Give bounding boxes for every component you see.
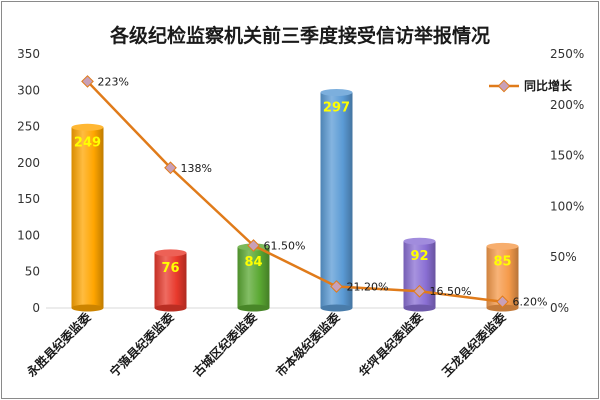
bar-body xyxy=(154,252,187,308)
y-left-tick-label: 300 xyxy=(17,83,40,97)
bar-cap xyxy=(403,237,436,245)
bar-cap xyxy=(486,242,519,250)
bar-base xyxy=(71,304,104,312)
x-category-label: 古城区纪委监委 xyxy=(190,309,261,380)
x-category-label: 华坪县纪委监委 xyxy=(356,309,427,380)
y-left-tick-label: 350 xyxy=(17,47,40,61)
bar: 76 xyxy=(154,249,187,312)
bar-base xyxy=(237,304,270,312)
line-point-label: 61.50% xyxy=(264,240,306,253)
line-series: 223% 138% 61.50% 21.20% 16.50% 6.20% xyxy=(81,75,548,309)
y-right-tick-label: 250% xyxy=(550,47,584,61)
bar-base xyxy=(320,304,353,312)
bar-cap xyxy=(71,123,104,131)
line-point-marker xyxy=(164,161,177,175)
legend-marker-swatch xyxy=(497,79,511,93)
y-right-tick-label: 150% xyxy=(550,149,584,163)
growth-line xyxy=(86,80,503,303)
y-right-tick-label: 100% xyxy=(550,199,584,213)
bar: 84 xyxy=(237,243,270,312)
bar-base xyxy=(403,304,436,312)
y-left-tick-label: 100 xyxy=(17,228,40,242)
bar-value-label: 76 xyxy=(161,261,179,276)
bar-value-label: 85 xyxy=(493,254,511,269)
bar-value-label: 249 xyxy=(74,135,101,150)
line-point-label: 21.20% xyxy=(347,280,389,293)
bar-value-label: 297 xyxy=(323,100,350,115)
bar-value-label: 92 xyxy=(410,249,428,264)
y-right-tick-label: 200% xyxy=(550,98,584,112)
x-category-label: 宁蒗县纪委监委 xyxy=(107,309,178,380)
line-point-marker xyxy=(330,280,343,293)
legend-label: 同比增长 xyxy=(524,78,573,93)
line-point-marker xyxy=(247,239,260,252)
bar: 92 xyxy=(403,237,436,312)
legend: 同比增长 xyxy=(489,78,573,93)
bar-base xyxy=(154,304,187,312)
y-left-tick-label: 150 xyxy=(17,192,40,206)
line-point-label: 138% xyxy=(181,162,212,175)
y-left-tick-label: 250 xyxy=(17,120,40,134)
bar-series: 249 76 84 297 92 85 xyxy=(71,88,519,312)
bar-value-label: 84 xyxy=(244,255,262,270)
bar-body xyxy=(320,92,353,308)
bar-cap xyxy=(154,249,187,257)
y-left-tick-label: 50 xyxy=(25,265,40,279)
line-point-label: 223% xyxy=(98,75,129,88)
line-point-marker xyxy=(413,284,426,298)
bar-body xyxy=(71,127,104,308)
x-category-label: 玉龙县纪委监委 xyxy=(439,309,510,380)
line-point-label: 16.50% xyxy=(430,285,472,298)
line-point-label: 6.20% xyxy=(513,296,548,309)
chart-title: 各级纪检监察机关前三季度接受信访举报情况 xyxy=(109,24,490,47)
y-left-tick-label: 200 xyxy=(17,156,40,170)
line-point-marker xyxy=(81,75,94,88)
bar-cap xyxy=(320,88,353,96)
bar: 297 xyxy=(320,88,353,312)
y-left-tick-label: 0 xyxy=(32,301,40,315)
y-right-tick-label: 0% xyxy=(550,301,569,315)
bar: 249 xyxy=(71,123,104,312)
bar-body xyxy=(237,247,270,308)
y-right-tick-label: 50% xyxy=(550,250,577,264)
x-category-label: 市本级纪委监委 xyxy=(273,309,344,380)
line-point-marker xyxy=(496,295,509,309)
x-category-label: 永胜县纪委监委 xyxy=(23,309,94,380)
